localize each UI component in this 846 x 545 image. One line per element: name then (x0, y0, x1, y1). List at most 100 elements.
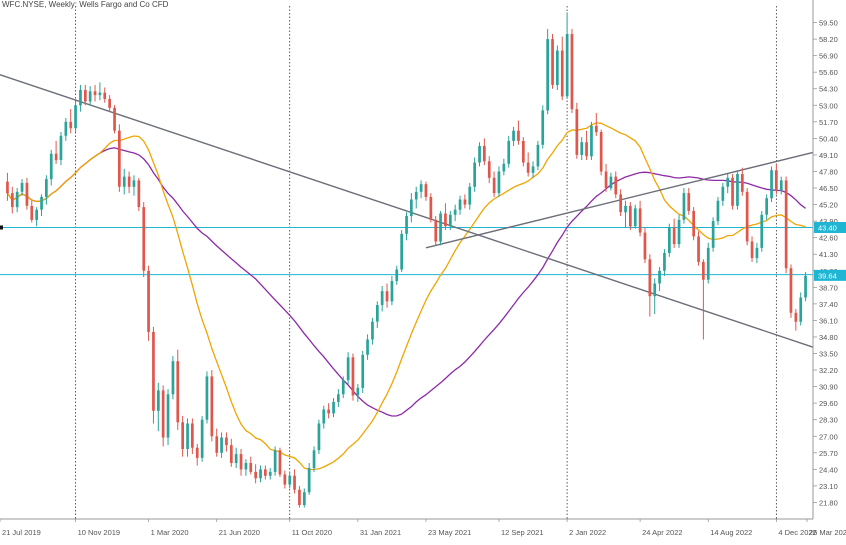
candle-body (108, 98, 111, 108)
candle-body (789, 268, 793, 313)
x-tick-label: 12 Sep 2021 (501, 528, 544, 537)
candle-body (161, 390, 165, 438)
candle-body (414, 191, 418, 200)
last-price-label: 39.64 (818, 271, 837, 280)
y-tick-label: 25.70 (819, 449, 838, 458)
candle-body (624, 205, 627, 213)
candle-body (453, 209, 457, 215)
candle-body (765, 198, 768, 215)
x-tick-label: 10 Nov 2019 (78, 528, 121, 537)
candle-body (770, 170, 773, 199)
candle-body (570, 34, 574, 110)
candle-body (706, 247, 710, 280)
candle-body (215, 436, 219, 453)
candle-body (45, 179, 48, 197)
candle-body (113, 107, 116, 131)
candle-body (658, 270, 661, 284)
candle-body (249, 463, 253, 472)
candle-body (371, 321, 374, 340)
candle-body (283, 474, 287, 485)
candle-body (351, 357, 355, 396)
last-price-box (814, 269, 846, 281)
y-tick-label: 24.40 (819, 465, 838, 474)
candle-body (804, 275, 807, 298)
candle-body (307, 468, 311, 493)
candle-body (682, 193, 686, 220)
candle-body (118, 130, 121, 187)
candle-body (341, 380, 345, 395)
x-tick-label: 24 Apr 2022 (642, 528, 682, 537)
y-tick-label: 36.10 (819, 316, 838, 325)
candle-body (560, 50, 564, 97)
candle-body (779, 180, 783, 191)
candle-body (458, 199, 462, 210)
candle-body (49, 153, 53, 180)
candle-body (11, 193, 14, 208)
candle-body (731, 177, 734, 206)
candle-body (332, 401, 335, 414)
candle-body (205, 376, 209, 420)
candle-body (88, 91, 92, 102)
y-tick-label: 58.20 (819, 35, 838, 44)
candle-body (551, 39, 554, 85)
candle-body (147, 270, 150, 332)
candle-body (93, 91, 97, 96)
x-tick-label: 21 Jun 2020 (219, 528, 260, 537)
candle-body (30, 205, 34, 220)
candle-body (487, 161, 491, 178)
candle-body (69, 121, 73, 129)
candle-body (239, 454, 243, 470)
y-tick-label: 32.20 (819, 366, 838, 375)
y-tick-label: 21.80 (819, 498, 838, 507)
candle-body (429, 196, 433, 220)
candle-body (609, 176, 613, 189)
y-tick-label: 41.30 (819, 250, 838, 259)
y-tick-label: 49.10 (819, 151, 838, 160)
candle-body (127, 176, 131, 187)
candle-body (614, 176, 618, 195)
candle-body (157, 390, 160, 411)
candle-body (84, 90, 87, 102)
candle-body (166, 394, 170, 438)
y-tick-label: 59.50 (819, 19, 838, 28)
y-tick-label: 43.90 (819, 217, 838, 226)
candle-body (522, 140, 525, 163)
candle-body (98, 92, 102, 96)
candle-body (395, 269, 399, 281)
candle-body (103, 92, 107, 99)
candle-body (210, 376, 214, 437)
candle-body (745, 191, 749, 242)
falling-trendline (0, 73, 814, 348)
candle-body (356, 387, 360, 396)
y-tick-label: 37.40 (819, 300, 838, 309)
candle-body (59, 135, 63, 160)
candle-body (419, 184, 423, 192)
candle-body (327, 409, 330, 414)
candle-body (278, 450, 282, 475)
x-tick-label: 14 Aug 2022 (710, 528, 752, 537)
candle-body (672, 227, 676, 244)
candle-body (629, 205, 632, 227)
ma-slow (6, 147, 806, 417)
candle-body (15, 191, 19, 208)
candle-body (35, 209, 38, 220)
candle-body (599, 132, 603, 172)
y-tick-label: 45.20 (819, 201, 838, 210)
candle-body (536, 144, 540, 167)
x-tick-label: 31 Jan 2021 (360, 528, 401, 537)
candle-body (244, 463, 248, 470)
candle-body (531, 166, 535, 173)
candle-body (507, 140, 511, 164)
candle-body (726, 177, 730, 187)
candle-body (366, 339, 369, 355)
candle-body (268, 471, 272, 476)
candle-body (497, 171, 501, 194)
candle-body (312, 450, 316, 469)
candle-body (25, 182, 29, 206)
y-tick-label: 42.60 (819, 234, 838, 243)
candle-body (619, 194, 622, 213)
candle-body (546, 39, 549, 111)
candle-body (648, 259, 652, 297)
y-tick-label: 23.10 (819, 482, 838, 491)
